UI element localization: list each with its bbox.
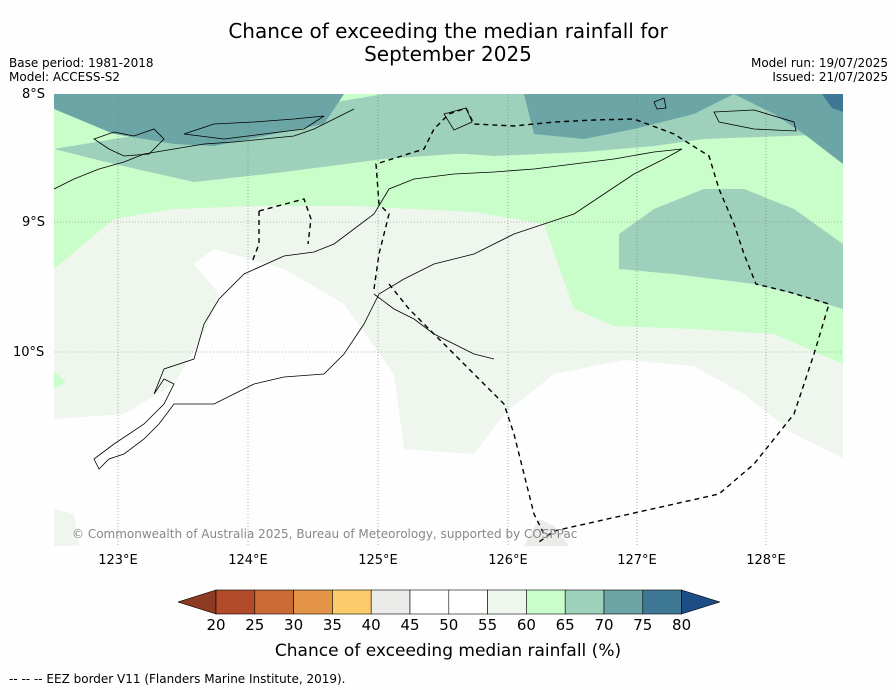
colorbar-segment <box>487 589 527 615</box>
colorbar-tick-label: 80 <box>672 616 692 634</box>
lat-label-8s: 8°S <box>22 87 46 102</box>
colorbar-segment <box>254 589 294 615</box>
colorbar-segment <box>603 589 644 615</box>
zone-70-75-far-ne <box>734 94 843 164</box>
meta-left: Base period: 1981-2018 Model: ACCESS-S2 <box>9 56 154 84</box>
colorbar-segment <box>448 589 488 615</box>
map-title: Chance of exceeding the median rainfall … <box>0 20 896 66</box>
colorbar-tick-label: 45 <box>400 616 420 634</box>
lat-label-10s: 10°S <box>13 345 45 360</box>
colorbar-tick-label: 30 <box>284 616 304 634</box>
lon-label-123e: 123°E <box>98 553 138 568</box>
lon-label-125e: 125°E <box>358 553 398 568</box>
meta-right: Model run: 19/07/2025 Issued: 21/07/2025 <box>751 56 888 84</box>
base-period: Base period: 1981-2018 <box>9 56 154 70</box>
colorbar-label: Chance of exceeding median rainfall (%) <box>274 641 622 661</box>
lon-label-124e: 124°E <box>228 553 268 568</box>
colorbar-tick-label: 65 <box>555 616 575 634</box>
colorbar-segment <box>293 589 333 615</box>
lon-label-128e: 128°E <box>746 553 786 568</box>
colorbar-tick-label: 25 <box>245 616 265 634</box>
model-name: Model: ACCESS-S2 <box>9 70 121 84</box>
colorbar-tick-label: 75 <box>633 616 653 634</box>
colorbar-segment <box>409 589 450 615</box>
zone-55-60-sw <box>54 509 79 546</box>
gridlines <box>54 94 843 546</box>
colorbar-tick-label: 35 <box>322 616 342 634</box>
colorbar-segment <box>526 589 566 615</box>
zone-45-grey-patch <box>524 519 569 546</box>
eez-border-south <box>388 283 545 535</box>
lon-label-127e: 127°E <box>617 553 657 568</box>
eez-footnote: -- -- -- EEZ border V11 (Flanders Marine… <box>9 672 346 686</box>
zone-65-70-nw <box>54 94 524 182</box>
colorbar-segment <box>564 589 605 615</box>
colorbar-tick-label: 50 <box>439 616 459 634</box>
zone-60-65-west <box>54 372 66 389</box>
colorbar-tick-label: 60 <box>516 616 536 634</box>
colorbar <box>178 589 720 615</box>
title-line-1: Chance of exceeding the median rainfall … <box>228 19 668 43</box>
eez-border <box>251 107 830 543</box>
zone-75-80-corner <box>822 94 843 112</box>
colorbar-tick-label: 40 <box>361 616 381 634</box>
colorbar-segment <box>370 589 411 615</box>
colorbar-tick-label: 20 <box>206 616 226 634</box>
colorbar-tick-label: 55 <box>478 616 498 634</box>
colorbar-arrow-high <box>681 589 720 615</box>
colorbar-segment <box>215 589 256 615</box>
colorbar-segment <box>332 589 372 615</box>
colorbar-segment <box>642 589 682 615</box>
issued-date: Issued: 21/07/2025 <box>772 70 888 84</box>
colorbar-segments <box>178 589 720 615</box>
title-line-2: September 2025 <box>364 42 532 66</box>
lat-label-9s: 9°S <box>22 215 46 230</box>
zone-65-70-east <box>619 189 843 309</box>
copyright-notice: © Commonwealth of Australia 2025, Bureau… <box>72 527 578 541</box>
colorbar-arrow-low <box>178 589 217 615</box>
lon-label-126e: 126°E <box>488 553 528 568</box>
colorbar-tick-label: 70 <box>594 616 614 634</box>
zone-70-75-ne <box>524 94 734 139</box>
rainfall-map <box>54 94 843 546</box>
model-run: Model run: 19/07/2025 <box>750 56 888 70</box>
